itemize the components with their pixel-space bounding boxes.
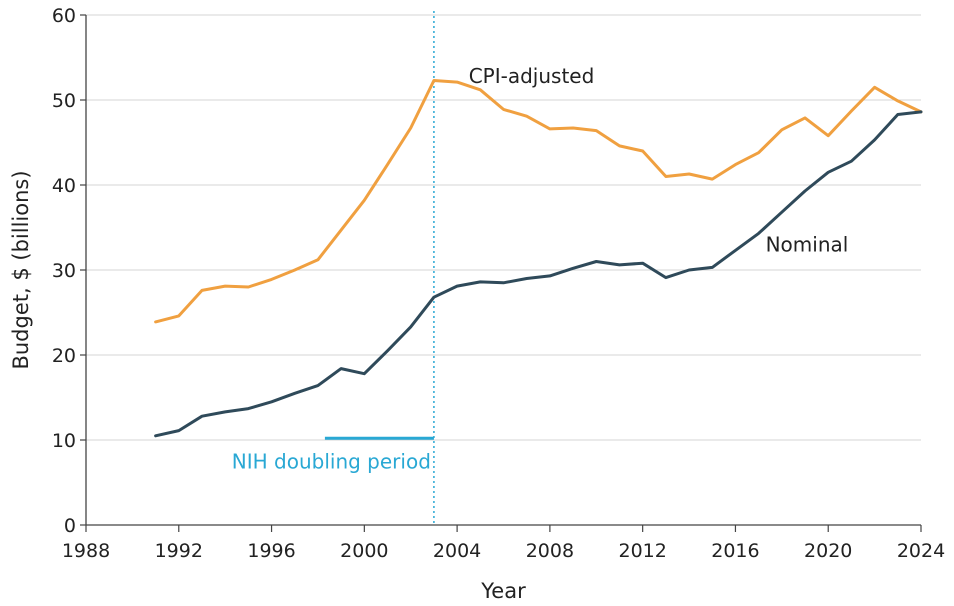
x-tick-label-2012: 2012 <box>618 540 666 562</box>
y-axis-title: Budget, $ (billions) <box>9 170 33 369</box>
x-tick-label-1996: 1996 <box>247 540 295 562</box>
y-tick-label-50: 50 <box>52 90 76 112</box>
x-tick-label-2016: 2016 <box>711 540 759 562</box>
x-tick-label-2004: 2004 <box>433 540 481 562</box>
cpi-adjusted-label: CPI-adjusted <box>469 64 595 88</box>
x-axis-title: Year <box>480 579 526 603</box>
doubling-period-label: NIH doubling period <box>232 449 431 473</box>
series-line-nominal <box>154 110 923 438</box>
nominal-label: Nominal <box>766 232 849 256</box>
x-tick-label-2020: 2020 <box>804 540 852 562</box>
x-tick-labels: 1988 1992 1996 2000 2004 2008 2012 2016 2020 2024 <box>62 525 945 562</box>
gridlines <box>80 14 921 526</box>
y-tick-label-0: 0 <box>64 515 76 537</box>
series-line-cpi-adjusted <box>154 79 923 324</box>
y-tick-label-30: 30 <box>52 260 76 282</box>
x-tick-label-2024: 2024 <box>897 540 945 562</box>
doubling-period-annotation: NIH doubling period <box>232 11 435 525</box>
y-tick-label-20: 20 <box>52 345 76 367</box>
y-tick-label-40: 40 <box>52 175 76 197</box>
y-tick-label-60: 60 <box>52 5 76 27</box>
series-lines <box>154 79 923 438</box>
y-tick-label-10: 10 <box>52 430 76 452</box>
x-tick-label-1988: 1988 <box>62 540 110 562</box>
axes <box>85 15 921 526</box>
y-tick-labels: 0 10 20 30 40 50 60 <box>52 5 76 537</box>
x-tick-label-2000: 2000 <box>340 540 388 562</box>
x-tick-label-1992: 1992 <box>155 540 203 562</box>
x-tick-label-2008: 2008 <box>526 540 574 562</box>
